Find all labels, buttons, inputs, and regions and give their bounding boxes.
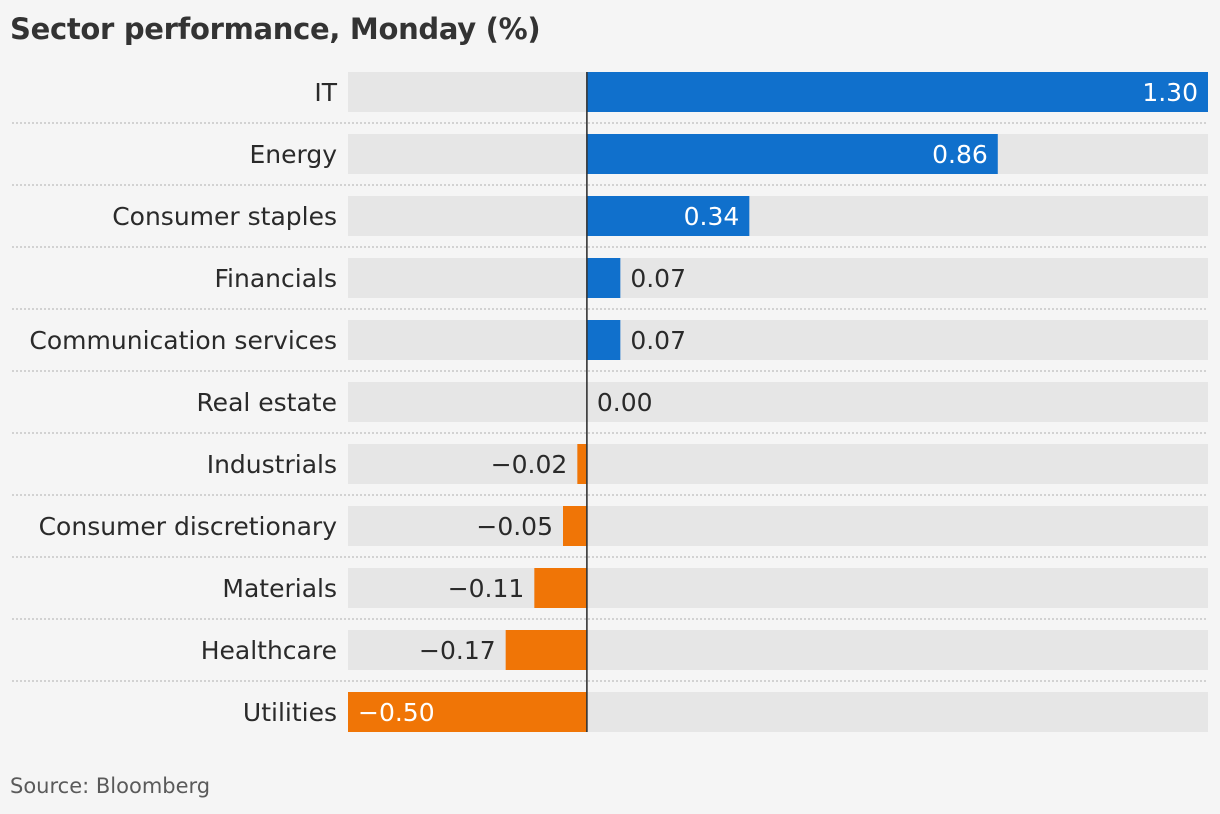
bar [586, 72, 1208, 112]
bar-row: Utilities −0.50 [243, 692, 1208, 732]
bar-track [348, 568, 1208, 608]
bar [586, 258, 621, 298]
category-label: Consumer discretionary [39, 512, 338, 541]
category-label: Communication services [29, 326, 337, 355]
bar-row: Materials −0.11 [222, 568, 1208, 608]
bar [563, 506, 587, 546]
bar [577, 444, 587, 484]
bar [586, 134, 998, 174]
value-label: −0.11 [448, 574, 525, 603]
bar-row: Financials 0.07 [215, 258, 1208, 298]
bar-track [348, 320, 1208, 360]
bar-row: Healthcare −0.17 [201, 630, 1208, 670]
bar-track [348, 506, 1208, 546]
bar-row: Consumer discretionary −0.05 [39, 506, 1208, 546]
chart-title: Sector performance, Monday (%) [10, 12, 541, 46]
category-label: Real estate [196, 388, 337, 417]
bar-track [348, 258, 1208, 298]
bar-track [348, 196, 1208, 236]
value-label: 0.07 [630, 264, 686, 293]
category-label: Consumer staples [112, 202, 337, 231]
category-label: Industrials [207, 450, 337, 479]
value-label: −0.17 [419, 636, 496, 665]
value-label: 0.86 [932, 140, 988, 169]
value-label: −0.02 [491, 450, 568, 479]
value-label: 1.30 [1142, 78, 1198, 107]
bar [348, 692, 587, 732]
bar [586, 196, 750, 236]
bar-track [348, 630, 1208, 670]
chart-rows: IT 1.30 Energy 0.86 Consumer staples 0.34 Fina… [12, 72, 1208, 732]
bar-row: Communication services 0.07 [29, 320, 1208, 360]
value-label: −0.50 [358, 698, 435, 727]
value-label: 0.34 [684, 202, 740, 231]
chart-source: Source: Bloomberg [10, 774, 211, 798]
category-label: Financials [215, 264, 338, 293]
bar-row: Energy 0.86 [249, 134, 1208, 174]
bar [586, 320, 621, 360]
bar [505, 630, 587, 670]
bar-track [348, 382, 1208, 422]
bar-row: Consumer staples 0.34 [112, 196, 1208, 236]
category-label: IT [314, 78, 337, 107]
bar-row: IT 1.30 [314, 72, 1208, 112]
category-label: Utilities [243, 698, 337, 727]
bar [534, 568, 587, 608]
bar-track [348, 444, 1208, 484]
value-label: 0.07 [630, 326, 686, 355]
category-label: Healthcare [201, 636, 337, 665]
bar-row: Industrials −0.02 [207, 444, 1208, 484]
value-label: −0.05 [476, 512, 553, 541]
bar-row: Real estate 0.00 [196, 382, 1208, 422]
category-label: Energy [249, 140, 337, 169]
category-label: Materials [222, 574, 337, 603]
value-label: 0.00 [597, 388, 653, 417]
